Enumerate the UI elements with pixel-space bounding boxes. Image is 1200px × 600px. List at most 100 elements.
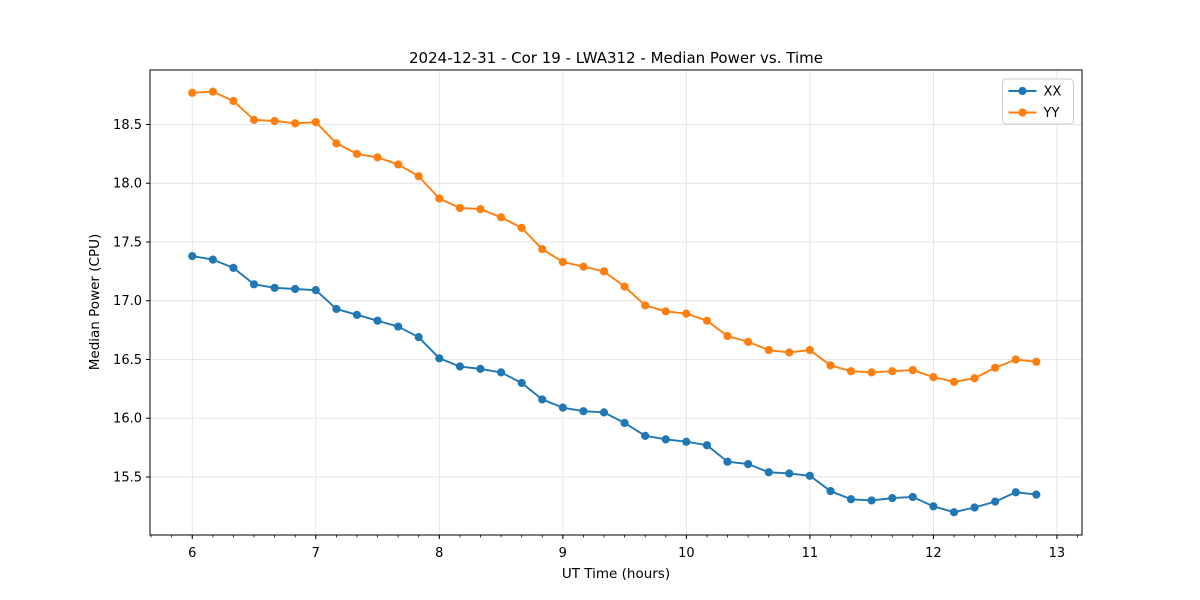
data-point-YY bbox=[291, 119, 300, 128]
series-line-XX bbox=[192, 255, 1037, 514]
data-point-YY bbox=[826, 361, 835, 370]
y-tick-label: 18.0 bbox=[113, 177, 142, 192]
x-tick-label: 10 bbox=[678, 546, 695, 561]
data-point-YY bbox=[332, 139, 341, 148]
data-point-XX bbox=[682, 437, 691, 446]
data-point-XX bbox=[908, 492, 917, 502]
data-point-XX bbox=[702, 441, 712, 450]
x-tick-label: 9 bbox=[559, 546, 567, 561]
data-point-YY bbox=[949, 377, 959, 386]
data-point-XX bbox=[785, 469, 794, 478]
series-layer bbox=[188, 87, 1041, 517]
data-point-YY bbox=[929, 373, 938, 382]
data-point-XX bbox=[805, 471, 814, 480]
axes-layer: 6 7 8 9 10 11 12 13 15.5 16.0 16.5 17.0 17.5 18.0 18.5 bbox=[113, 69, 1083, 561]
data-point-XX bbox=[764, 468, 773, 477]
data-point-XX bbox=[394, 322, 403, 331]
data-point-YY bbox=[311, 118, 320, 127]
data-point-XX bbox=[641, 431, 650, 440]
data-point-XX bbox=[599, 408, 609, 417]
data-point-XX bbox=[249, 280, 259, 289]
y-tick-label: 18.5 bbox=[113, 118, 142, 133]
data-point-XX bbox=[352, 310, 362, 319]
data-point-YY bbox=[867, 368, 876, 377]
legend-label-XX: XX bbox=[1044, 84, 1062, 99]
plot-border bbox=[149, 69, 1083, 536]
data-point-YY bbox=[702, 316, 712, 325]
data-point-YY bbox=[599, 267, 609, 276]
y-tick-label: 15.5 bbox=[113, 470, 142, 485]
data-point-XX bbox=[744, 459, 753, 469]
data-point-XX bbox=[1011, 488, 1020, 497]
data-point-YY bbox=[682, 309, 691, 318]
x-tick-label: 8 bbox=[435, 546, 443, 561]
data-point-YY bbox=[455, 203, 465, 213]
data-point-YY bbox=[805, 345, 814, 355]
legend-marker-YY bbox=[1018, 108, 1027, 117]
data-point-YY bbox=[764, 345, 773, 355]
data-point-XX bbox=[291, 284, 300, 294]
x-tick-label: 13 bbox=[1049, 546, 1066, 561]
data-point-YY bbox=[414, 172, 423, 181]
data-point-XX bbox=[373, 316, 382, 325]
data-point-XX bbox=[476, 364, 485, 373]
grid-layer bbox=[150, 70, 1082, 535]
data-point-XX bbox=[888, 494, 897, 503]
data-point-XX bbox=[949, 508, 959, 517]
legend: XX YY bbox=[1002, 78, 1074, 125]
data-point-YY bbox=[435, 194, 444, 203]
data-point-XX bbox=[929, 502, 938, 511]
x-tick-label: 7 bbox=[312, 546, 320, 561]
data-point-XX bbox=[826, 486, 835, 496]
y-tick-label: 16.0 bbox=[113, 412, 142, 427]
data-point-XX bbox=[579, 407, 588, 416]
data-point-YY bbox=[188, 88, 197, 97]
y-tick-label: 16.5 bbox=[113, 353, 142, 368]
data-point-XX bbox=[558, 403, 567, 412]
series-YY bbox=[188, 87, 1041, 386]
data-point-XX bbox=[496, 368, 506, 377]
data-point-YY bbox=[496, 213, 506, 222]
data-point-YY bbox=[846, 367, 856, 376]
data-point-XX bbox=[1032, 490, 1041, 499]
data-point-YY bbox=[991, 363, 1000, 372]
data-point-YY bbox=[1011, 355, 1020, 364]
data-point-XX bbox=[620, 418, 629, 428]
data-point-XX bbox=[332, 304, 341, 314]
data-point-YY bbox=[558, 257, 567, 267]
data-point-YY bbox=[394, 160, 403, 169]
legend-box bbox=[1002, 78, 1074, 125]
data-point-XX bbox=[188, 251, 197, 261]
data-point-XX bbox=[991, 497, 1000, 506]
data-point-YY bbox=[373, 153, 382, 162]
data-point-YY bbox=[579, 262, 588, 271]
data-point-XX bbox=[208, 255, 217, 264]
data-point-YY bbox=[270, 116, 279, 126]
data-point-YY bbox=[888, 367, 897, 376]
data-point-YY bbox=[970, 374, 979, 383]
x-tick-label: 6 bbox=[188, 546, 196, 561]
data-point-YY bbox=[723, 331, 732, 341]
data-point-YY bbox=[1032, 357, 1041, 366]
data-point-YY bbox=[538, 244, 547, 254]
data-point-YY bbox=[208, 87, 217, 96]
y-tick-label: 17.5 bbox=[113, 235, 142, 250]
data-point-YY bbox=[661, 307, 670, 316]
data-point-XX bbox=[455, 362, 465, 371]
x-tick-label: 11 bbox=[802, 546, 819, 561]
data-point-XX bbox=[517, 378, 526, 388]
chart-title: 2024-12-31 - Cor 19 - LWA312 - Median Po… bbox=[409, 49, 823, 67]
data-point-XX bbox=[229, 263, 238, 272]
data-point-YY bbox=[641, 301, 650, 310]
data-point-XX bbox=[414, 333, 423, 342]
data-point-XX bbox=[311, 286, 320, 295]
data-point-YY bbox=[229, 96, 238, 106]
data-point-YY bbox=[517, 223, 526, 232]
data-point-XX bbox=[970, 503, 979, 512]
data-point-YY bbox=[249, 115, 259, 124]
data-point-YY bbox=[352, 149, 362, 158]
data-point-XX bbox=[661, 435, 670, 444]
data-point-XX bbox=[867, 496, 876, 505]
